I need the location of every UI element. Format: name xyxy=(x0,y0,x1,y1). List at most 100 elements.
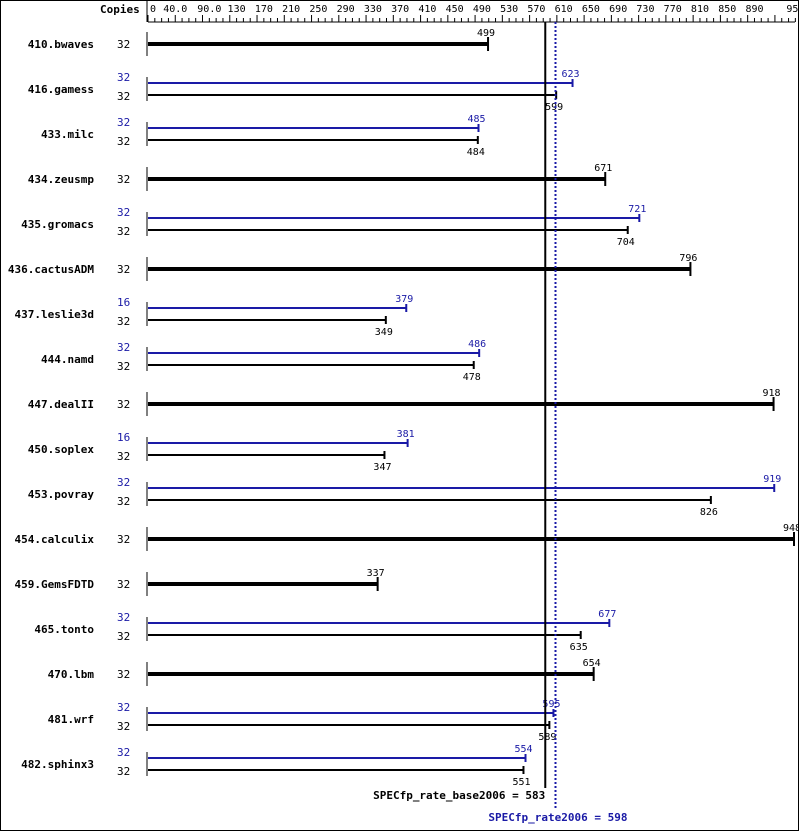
base-value-label: 918 xyxy=(763,388,781,399)
base-copies: 32 xyxy=(117,360,130,373)
peak-value-label: 379 xyxy=(395,294,413,305)
benchmark-label: 454.calculix xyxy=(15,533,95,546)
peak-copies: 16 xyxy=(117,296,130,309)
tick-label: 890 xyxy=(745,4,763,15)
peak-value-label: 595 xyxy=(542,699,560,710)
tick-label: 40.0 xyxy=(163,4,187,15)
tick-label: 730 xyxy=(636,4,654,15)
benchmark-label: 434.zeusmp xyxy=(28,173,95,186)
base-copies: 32 xyxy=(117,765,130,778)
base-value-label: 484 xyxy=(467,147,485,158)
peak-value-label: 554 xyxy=(514,744,532,755)
base-value-label: 796 xyxy=(679,253,697,264)
peak-copies: 32 xyxy=(117,71,130,84)
tick-label: 330 xyxy=(364,4,382,15)
peak-copies: 32 xyxy=(117,206,130,219)
peak-copies: 16 xyxy=(117,431,130,444)
base-value-label: 948 xyxy=(783,523,799,534)
base-value-label: 347 xyxy=(373,462,391,473)
benchmark-label: 481.wrf xyxy=(48,713,94,726)
tick-label: 610 xyxy=(555,4,573,15)
base-value-label: 499 xyxy=(477,28,495,39)
base-copies: 32 xyxy=(117,173,130,186)
tick-label: 210 xyxy=(282,4,300,15)
benchmark-label: 444.namd xyxy=(41,353,94,366)
peak-value-label: 381 xyxy=(397,429,415,440)
peak-value-label: 623 xyxy=(562,69,580,80)
benchmark-label: 482.sphinx3 xyxy=(21,758,94,771)
benchmark-label: 447.dealII xyxy=(28,398,94,411)
peak-value-label: 677 xyxy=(598,609,616,620)
base-value-label: 551 xyxy=(512,777,530,788)
benchmark-label: 433.milc xyxy=(41,128,94,141)
base-value-label: 478 xyxy=(463,372,481,383)
peak-value-label: 485 xyxy=(467,114,485,125)
base-value-label: 654 xyxy=(583,658,601,669)
peak-value-label: 919 xyxy=(763,474,781,485)
base-copies: 32 xyxy=(117,135,130,148)
benchmark-label: 416.gamess xyxy=(28,83,94,96)
tick-label: 570 xyxy=(527,4,545,15)
tick-label: 170 xyxy=(255,4,273,15)
tick-label: 410 xyxy=(418,4,436,15)
base-value-label: 826 xyxy=(700,507,718,518)
tick-label: 530 xyxy=(500,4,518,15)
benchmark-label: 450.soplex xyxy=(28,443,95,456)
tick-label: 290 xyxy=(337,4,355,15)
tick-label: 370 xyxy=(391,4,409,15)
tick-label: 950 xyxy=(786,4,799,15)
benchmark-label: 459.GemsFDTD xyxy=(15,578,95,591)
benchmark-label: 453.povray xyxy=(28,488,95,501)
base-value-label: 635 xyxy=(570,642,588,653)
peak-copies: 32 xyxy=(117,611,130,624)
peak-copies: 32 xyxy=(117,746,130,759)
copies-header: Copies xyxy=(100,3,140,16)
base-copies: 32 xyxy=(117,398,130,411)
peak-summary-label: SPECfp_rate2006 = 598 xyxy=(488,811,627,824)
base-copies: 32 xyxy=(117,630,130,643)
peak-copies: 32 xyxy=(117,116,130,129)
base-copies: 32 xyxy=(117,668,130,681)
peak-value-label: 486 xyxy=(468,339,486,350)
base-value-label: 671 xyxy=(594,163,612,174)
base-copies: 32 xyxy=(117,315,130,328)
tick-label: 770 xyxy=(664,4,682,15)
benchmark-label: 436.cactusADM xyxy=(8,263,94,276)
tick-label: 650 xyxy=(582,4,600,15)
tick-label: 250 xyxy=(309,4,327,15)
base-copies: 32 xyxy=(117,263,130,276)
base-value-label: 704 xyxy=(617,237,635,248)
tick-label: 130 xyxy=(228,4,246,15)
tick-label: 450 xyxy=(446,4,464,15)
peak-copies: 32 xyxy=(117,341,130,354)
benchmark-label: 437.leslie3d xyxy=(15,308,94,321)
base-copies: 32 xyxy=(117,578,130,591)
tick-label: 90.0 xyxy=(197,4,221,15)
base-value-label: 589 xyxy=(538,732,556,743)
peak-value-label: 721 xyxy=(628,204,646,215)
benchmark-label: 410.bwaves xyxy=(28,38,94,51)
base-value-label: 599 xyxy=(545,102,563,113)
base-copies: 32 xyxy=(117,533,130,546)
benchmark-label: 435.gromacs xyxy=(21,218,94,231)
base-copies: 32 xyxy=(117,495,130,508)
peak-copies: 32 xyxy=(117,476,130,489)
base-copies: 32 xyxy=(117,90,130,103)
base-value-label: 349 xyxy=(375,327,393,338)
base-value-label: 337 xyxy=(367,568,385,579)
tick-label: 850 xyxy=(718,4,736,15)
benchmark-label: 470.lbm xyxy=(48,668,95,681)
base-copies: 32 xyxy=(117,720,130,733)
base-copies: 32 xyxy=(117,38,130,51)
base-copies: 32 xyxy=(117,450,130,463)
tick-label: 490 xyxy=(473,4,491,15)
base-summary-label: SPECfp_rate_base2006 = 583 xyxy=(373,789,545,802)
tick-label: 810 xyxy=(691,4,709,15)
benchmark-label: 465.tonto xyxy=(34,623,94,636)
tick-label: 690 xyxy=(609,4,627,15)
peak-copies: 32 xyxy=(117,701,130,714)
tick-label: 0 xyxy=(150,4,156,15)
base-copies: 32 xyxy=(117,225,130,238)
